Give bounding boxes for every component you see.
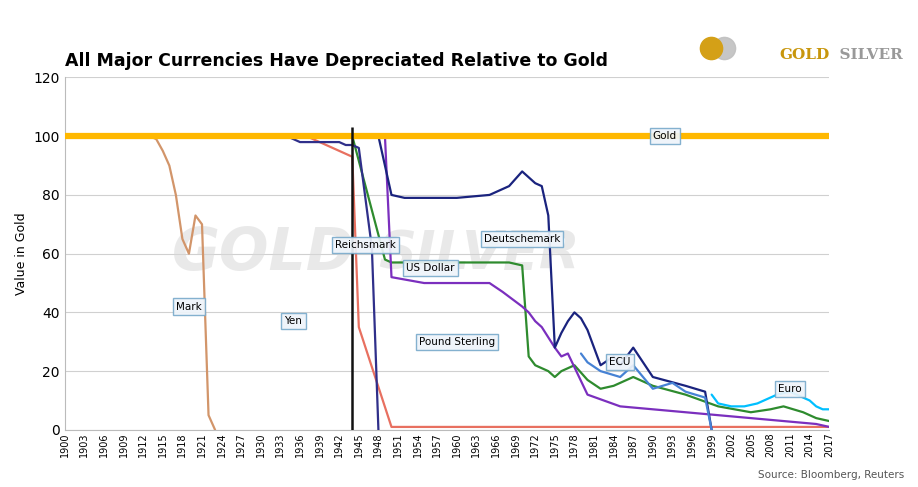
Text: GOLD: GOLD: [779, 48, 829, 61]
Text: Euro: Euro: [778, 384, 801, 394]
Text: SILVER: SILVER: [378, 227, 580, 280]
Text: Deutschemark: Deutschemark: [484, 234, 560, 244]
Text: SILVER: SILVER: [829, 48, 903, 61]
Text: Gold: Gold: [653, 131, 677, 141]
Text: Yen: Yen: [285, 316, 302, 326]
Y-axis label: Value in Gold: Value in Gold: [15, 212, 28, 295]
Text: Reichsmark: Reichsmark: [335, 240, 396, 250]
Text: US Dollar: US Dollar: [407, 263, 455, 273]
Text: All Major Currencies Have Depreciated Relative to Gold: All Major Currencies Have Depreciated Re…: [65, 53, 608, 70]
Text: Mark: Mark: [176, 301, 202, 312]
Text: Source: Bloomberg, Reuters: Source: Bloomberg, Reuters: [758, 469, 904, 480]
Text: GOLD: GOLD: [172, 225, 355, 282]
Text: Pound Sterling: Pound Sterling: [419, 337, 495, 347]
Text: ECU: ECU: [610, 357, 631, 367]
